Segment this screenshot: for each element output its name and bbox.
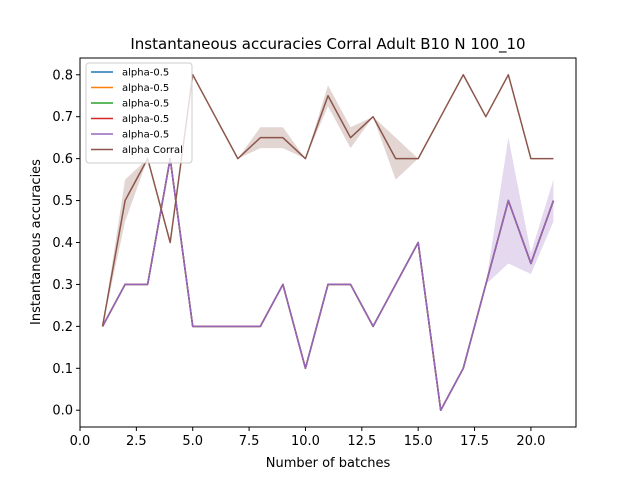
y-tick-label: 0.4	[52, 236, 73, 251]
y-tick-label: 0.1	[52, 362, 73, 377]
series-lines	[101, 74, 555, 411]
x-tick-label: 7.5	[239, 434, 260, 449]
x-tick-label: 12.5	[347, 434, 376, 449]
line-series-5	[101, 157, 555, 411]
confidence-bands	[102, 74, 554, 411]
legend-entry: alpha-0.5	[122, 99, 169, 110]
y-tick-label: 0.8	[52, 68, 73, 83]
line-series-6	[101, 74, 554, 327]
y-tick-label: 0.6	[52, 152, 73, 167]
x-axis-label: Number of batches	[266, 456, 391, 471]
x-axis-ticks: 0.0 2.5 5.0 7.5 10.0 12.5 15.0 17.5 20.0	[70, 427, 545, 449]
band-series-5	[102, 137, 554, 411]
legend-entry: alpha-0.5	[122, 83, 169, 94]
y-tick-label: 0.2	[52, 320, 73, 335]
x-tick-label: 5.0	[182, 434, 203, 449]
legend-entry: alpha-0.5	[122, 68, 169, 79]
x-tick-label: 0.0	[70, 434, 91, 449]
x-tick-label: 10.0	[291, 434, 320, 449]
x-tick-label: 15.0	[404, 434, 433, 449]
chart-title: Instantaneous accuracies Corral Adult B1…	[130, 35, 525, 54]
y-tick-label: 0.3	[52, 278, 73, 293]
chart-legend: alpha-0.5 alpha-0.5 alpha-0.5 alpha-0.5 alph…	[85, 62, 193, 164]
legend-entry: alpha-0.5	[122, 114, 169, 125]
y-axis-ticks: 0.0 0.1 0.2 0.3 0.4 0.5 0.6 0.7 0.8	[52, 68, 80, 419]
y-tick-label: 0.5	[52, 194, 73, 209]
legend-entry: alpha-0.5	[122, 130, 169, 141]
y-tick-label: 0.0	[52, 404, 73, 419]
x-tick-label: 20.0	[516, 434, 545, 449]
x-tick-label: 2.5	[126, 434, 147, 449]
x-tick-label: 17.5	[460, 434, 489, 449]
legend-entry: alpha Corral	[122, 145, 183, 156]
y-axis-label: Instantaneous accuracies	[29, 159, 44, 325]
y-tick-label: 0.7	[52, 110, 73, 125]
